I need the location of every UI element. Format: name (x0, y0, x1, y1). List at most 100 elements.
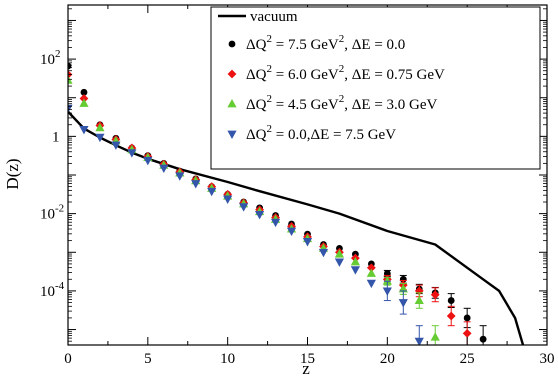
legend-label-superscript: 2 (266, 63, 272, 75)
data-point (239, 203, 249, 212)
data-point (318, 248, 329, 258)
data-point (382, 287, 392, 296)
legend-label-text: ΔQ (246, 97, 267, 113)
data-point (399, 275, 407, 283)
legend-box (210, 6, 541, 170)
y-axis-title: D(z) (3, 158, 22, 189)
vacuum-curve (68, 110, 525, 345)
legend-label-text: = 0.0,ΔE = 7.5 GeV (272, 127, 396, 143)
plot-area (68, 62, 525, 345)
legend-label-text: ΔQ (246, 127, 267, 143)
y-tick-label: 10-4 (40, 280, 65, 300)
legend-label-superscript: 2 (266, 93, 272, 105)
data-point (111, 141, 121, 150)
legend-label: ΔQ2 = 4.5 GeV2, ΔE = 3.0 GeV (246, 93, 438, 113)
legend-label-superscript: 2 (339, 63, 345, 75)
data-point (79, 126, 89, 135)
legend-label: ΔQ2 = 0.0,ΔE = 7.5 GeV (246, 123, 396, 143)
legend-marker (227, 69, 237, 79)
legend-entry-1: ΔQ2 = 7.5 GeV2, ΔE = 0.0 (228, 33, 405, 53)
legend-label-text: = 7.5 GeV (272, 37, 339, 53)
data-point (302, 238, 313, 247)
legend-marker (227, 99, 237, 108)
data-point (80, 88, 88, 96)
data-point (350, 256, 360, 266)
legend-marker (227, 130, 237, 139)
data-point (334, 258, 345, 267)
data-point (68, 104, 73, 114)
series-0 (68, 110, 525, 345)
y-tick-label: 102 (40, 48, 61, 68)
x-tick-label: 15 (300, 351, 315, 367)
legend-label-text: , ΔE = 3.0 GeV (344, 97, 437, 113)
legend-label-text: = 4.5 GeV (272, 97, 339, 113)
data-point (255, 211, 265, 220)
legend-label-superscript: 2 (339, 33, 345, 45)
y-tick-exponent: -4 (55, 280, 65, 292)
data-point (350, 266, 360, 275)
data-point (79, 98, 89, 107)
data-point (463, 314, 471, 322)
y-tick-exponent: 2 (55, 48, 61, 60)
y-tick-base: 10 (40, 207, 55, 223)
data-point (95, 133, 105, 143)
y-tick-base: 10 (40, 284, 55, 300)
y-tick-label: 10-2 (40, 203, 64, 223)
legend-label: ΔQ2 = 7.5 GeV2, ΔE = 0.0 (246, 33, 405, 53)
legend-entry-2: ΔQ2 = 6.0 GeV2, ΔE = 0.75 GeV (227, 63, 445, 83)
data-point (191, 180, 201, 189)
x-tick-label: 0 (64, 351, 72, 367)
data-point (479, 335, 487, 343)
series-4 (68, 104, 424, 345)
legend-label-text: ΔQ (246, 67, 267, 83)
data-point (207, 187, 217, 197)
x-tick-label: 25 (460, 351, 475, 367)
legend-label-text: = 6.0 GeV (272, 67, 339, 83)
data-point (430, 290, 440, 300)
y-tick-base: 10 (40, 52, 55, 68)
legend-label: vacuum (250, 9, 298, 25)
legend-entry-3: ΔQ2 = 4.5 GeV2, ΔE = 3.0 GeV (227, 93, 438, 113)
data-point (462, 329, 472, 338)
data-point (398, 283, 408, 293)
data-point (334, 249, 345, 258)
data-point (68, 75, 73, 84)
y-tick-base: 1 (52, 129, 60, 145)
x-tick-label: 5 (144, 351, 152, 367)
data-point (95, 122, 105, 132)
data-point (398, 299, 408, 308)
legend-label-text: ΔQ (246, 37, 267, 53)
x-tick-label: 30 (540, 351, 555, 367)
data-point (286, 227, 297, 237)
data-point (366, 279, 376, 289)
x-tick-label: 10 (220, 351, 235, 367)
data-point (159, 164, 169, 174)
y-tick-exponent: -2 (55, 203, 64, 215)
legend-entry-4: ΔQ2 = 0.0,ΔE = 7.5 GeV (227, 123, 396, 143)
x-axis-title: z (302, 359, 310, 378)
x-tick-label: 20 (380, 351, 395, 367)
data-point (143, 156, 153, 166)
legend-label: ΔQ2 = 6.0 GeV2, ΔE = 0.75 GeV (246, 63, 445, 83)
data-point (446, 311, 456, 321)
legend-label-superscript: 2 (266, 33, 272, 45)
legend-label-superscript: 2 (339, 93, 345, 105)
data-point (270, 218, 281, 228)
data-point (127, 149, 137, 158)
data-point (175, 172, 185, 181)
data-point (382, 276, 392, 285)
data-point (414, 337, 424, 345)
legend-label-superscript: 2 (266, 123, 272, 135)
data-point (447, 297, 455, 304)
data-point (366, 268, 376, 277)
legend-marker (228, 40, 236, 48)
data-point (414, 295, 424, 304)
data-point (79, 94, 89, 103)
legend-label-text: , ΔE = 0.75 GeV (344, 67, 445, 83)
data-point (430, 332, 440, 341)
data-point (223, 195, 233, 204)
data-point (366, 263, 376, 273)
